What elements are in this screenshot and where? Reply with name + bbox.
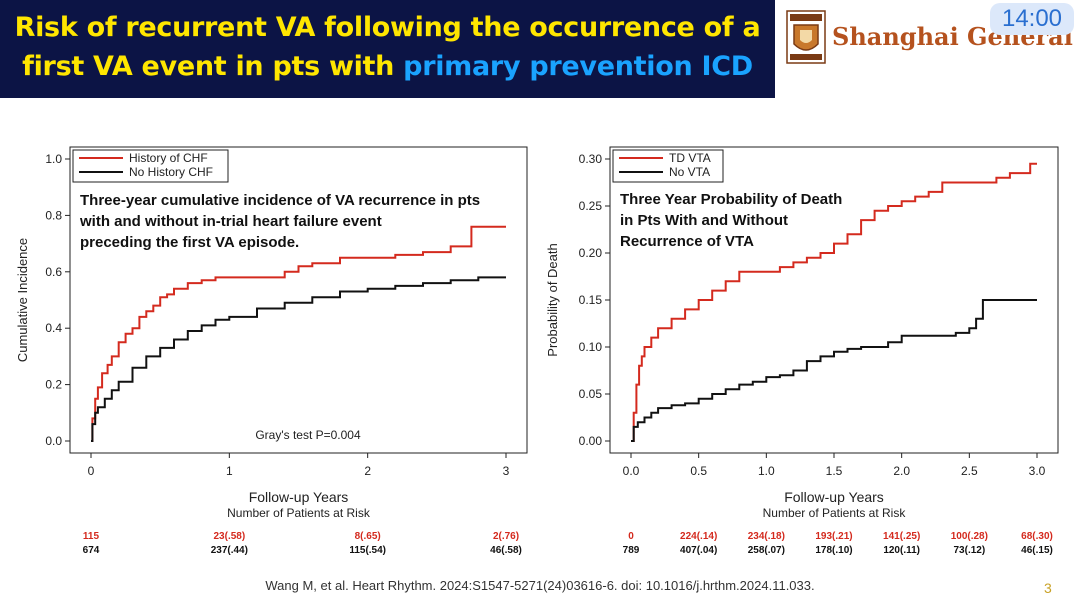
risk-table-cell: 193(.21) bbox=[815, 531, 852, 542]
x-tick-label: 3.0 bbox=[1029, 464, 1046, 478]
y-axis-label: Cumulative Incidence bbox=[15, 238, 30, 362]
y-tick-label: 0.05 bbox=[579, 387, 603, 401]
chart-annotation-line: preceding the first VA episode. bbox=[80, 234, 299, 251]
x-tick-label: 1.5 bbox=[826, 464, 843, 478]
risk-table-cell: 120(.11) bbox=[883, 545, 920, 556]
y-tick-label: 0.0 bbox=[45, 434, 62, 448]
y-tick-label: 0.20 bbox=[579, 246, 603, 260]
y-axis-label: Probability of Death bbox=[545, 243, 560, 356]
hospital-logo-emblem bbox=[786, 10, 826, 69]
risk-table-cell: 115 bbox=[83, 531, 100, 542]
x-tick-label: 0.0 bbox=[623, 464, 640, 478]
chart-annotation-line: in Pts With and Without bbox=[620, 212, 788, 229]
risk-table-cell: 407(.04) bbox=[680, 545, 717, 556]
risk-table-cell: 68(.30) bbox=[1021, 531, 1053, 542]
risk-table-cell: 234(.18) bbox=[748, 531, 785, 542]
risk-table-cell: 8(.65) bbox=[355, 531, 381, 542]
y-tick-label: 0.15 bbox=[579, 293, 603, 307]
legend-label: No VTA bbox=[669, 165, 710, 179]
series-line-td-vta bbox=[631, 162, 1037, 442]
legend-label: TD VTA bbox=[669, 151, 711, 165]
chart-annotation-line: Recurrence of VTA bbox=[620, 233, 754, 250]
x-tick-label: 1.0 bbox=[758, 464, 775, 478]
clock-badge: 14:00 bbox=[990, 3, 1074, 35]
risk-table-cell: 674 bbox=[83, 545, 100, 556]
slide-title-banner: Risk of recurrent VA following the occur… bbox=[0, 0, 775, 98]
x-axis-label: Follow-up Years bbox=[784, 489, 884, 505]
y-tick-label: 0.4 bbox=[45, 321, 62, 335]
chart-annotation-line: Three-year cumulative incidence of VA re… bbox=[80, 192, 480, 209]
risk-table-cell: 23(.58) bbox=[213, 531, 245, 542]
series-line-no-history-chf bbox=[91, 276, 506, 442]
x-tick-label: 2.0 bbox=[893, 464, 910, 478]
slide-title-line-2-prefix: first VA event in pts with bbox=[22, 51, 404, 82]
x-tick-label: 0 bbox=[88, 464, 95, 478]
x-tick-label: 2.5 bbox=[961, 464, 978, 478]
plot-frame bbox=[69, 146, 528, 454]
series-line-history-of-chf bbox=[91, 225, 506, 442]
legend-box bbox=[72, 149, 229, 183]
series-line-no-vta bbox=[631, 299, 1037, 442]
x-axis-label: Follow-up Years bbox=[249, 489, 349, 505]
x-tick-label: 1 bbox=[226, 464, 233, 478]
risk-table-cell: 141(.25) bbox=[883, 531, 920, 542]
x-tick-label: 0.5 bbox=[690, 464, 707, 478]
legend-box bbox=[612, 149, 724, 183]
y-tick-label: 0.2 bbox=[45, 378, 62, 392]
risk-table-cell: 789 bbox=[623, 545, 640, 556]
legend-label: No History CHF bbox=[129, 165, 213, 179]
chart-cumulative-incidence: 0.0 0.2 0.4 0.6 0.8 1.0 0 1 2 3 Cumulative Inciden… bbox=[15, 146, 528, 556]
risk-table-title: Number of Patients at Risk bbox=[763, 506, 907, 520]
slide-title-line-1: Risk of recurrent VA following the occur… bbox=[14, 12, 761, 43]
risk-table-cell: 2(.76) bbox=[493, 531, 519, 542]
x-tick-label: 3 bbox=[503, 464, 510, 478]
risk-table-cell: 224(.14) bbox=[680, 531, 717, 542]
citation: Wang M, et al. Heart Rhythm. 2024:S1547-… bbox=[265, 578, 815, 593]
y-tick-label: 0.6 bbox=[45, 265, 62, 279]
risk-table-cell: 0 bbox=[628, 531, 634, 542]
risk-table-cell: 237(.44) bbox=[211, 545, 248, 556]
y-tick-label: 0.10 bbox=[579, 340, 603, 354]
legend-label: History of CHF bbox=[129, 151, 208, 165]
risk-table-cell: 178(.10) bbox=[815, 545, 852, 556]
risk-table-cell: 258(.07) bbox=[748, 545, 785, 556]
y-tick-label: 0.8 bbox=[45, 208, 62, 222]
chart-footnote: Gray's test P=0.004 bbox=[255, 428, 361, 442]
chart-probability-of-death: 0.00 0.05 0.10 0.15 0.20 0.25 0.30 0.0 0.5 1.0 1.5… bbox=[545, 146, 1059, 556]
risk-table-title: Number of Patients at Risk bbox=[227, 506, 371, 520]
slide-title-line-2: first VA event in pts with primary preve… bbox=[0, 51, 775, 82]
risk-table-cell: 46(.58) bbox=[490, 545, 522, 556]
slide-title-highlight: primary prevention ICD bbox=[403, 51, 753, 82]
risk-table-cell: 115(.54) bbox=[349, 545, 386, 556]
risk-table-cell: 100(.28) bbox=[951, 531, 988, 542]
risk-table-cell: 46(.15) bbox=[1021, 545, 1053, 556]
y-tick-label: 0.25 bbox=[579, 199, 603, 213]
chart-annotation-line: with and without in-trial heart failure … bbox=[79, 213, 382, 230]
page-number: 3 bbox=[1044, 580, 1052, 596]
chart-annotation-line: Three Year Probability of Death bbox=[620, 191, 842, 208]
risk-table-cell: 73(.12) bbox=[953, 545, 985, 556]
y-tick-label: 0.30 bbox=[579, 152, 603, 166]
y-tick-label: 0.00 bbox=[579, 434, 603, 448]
y-tick-label: 1.0 bbox=[45, 152, 62, 166]
x-tick-label: 2 bbox=[364, 464, 371, 478]
